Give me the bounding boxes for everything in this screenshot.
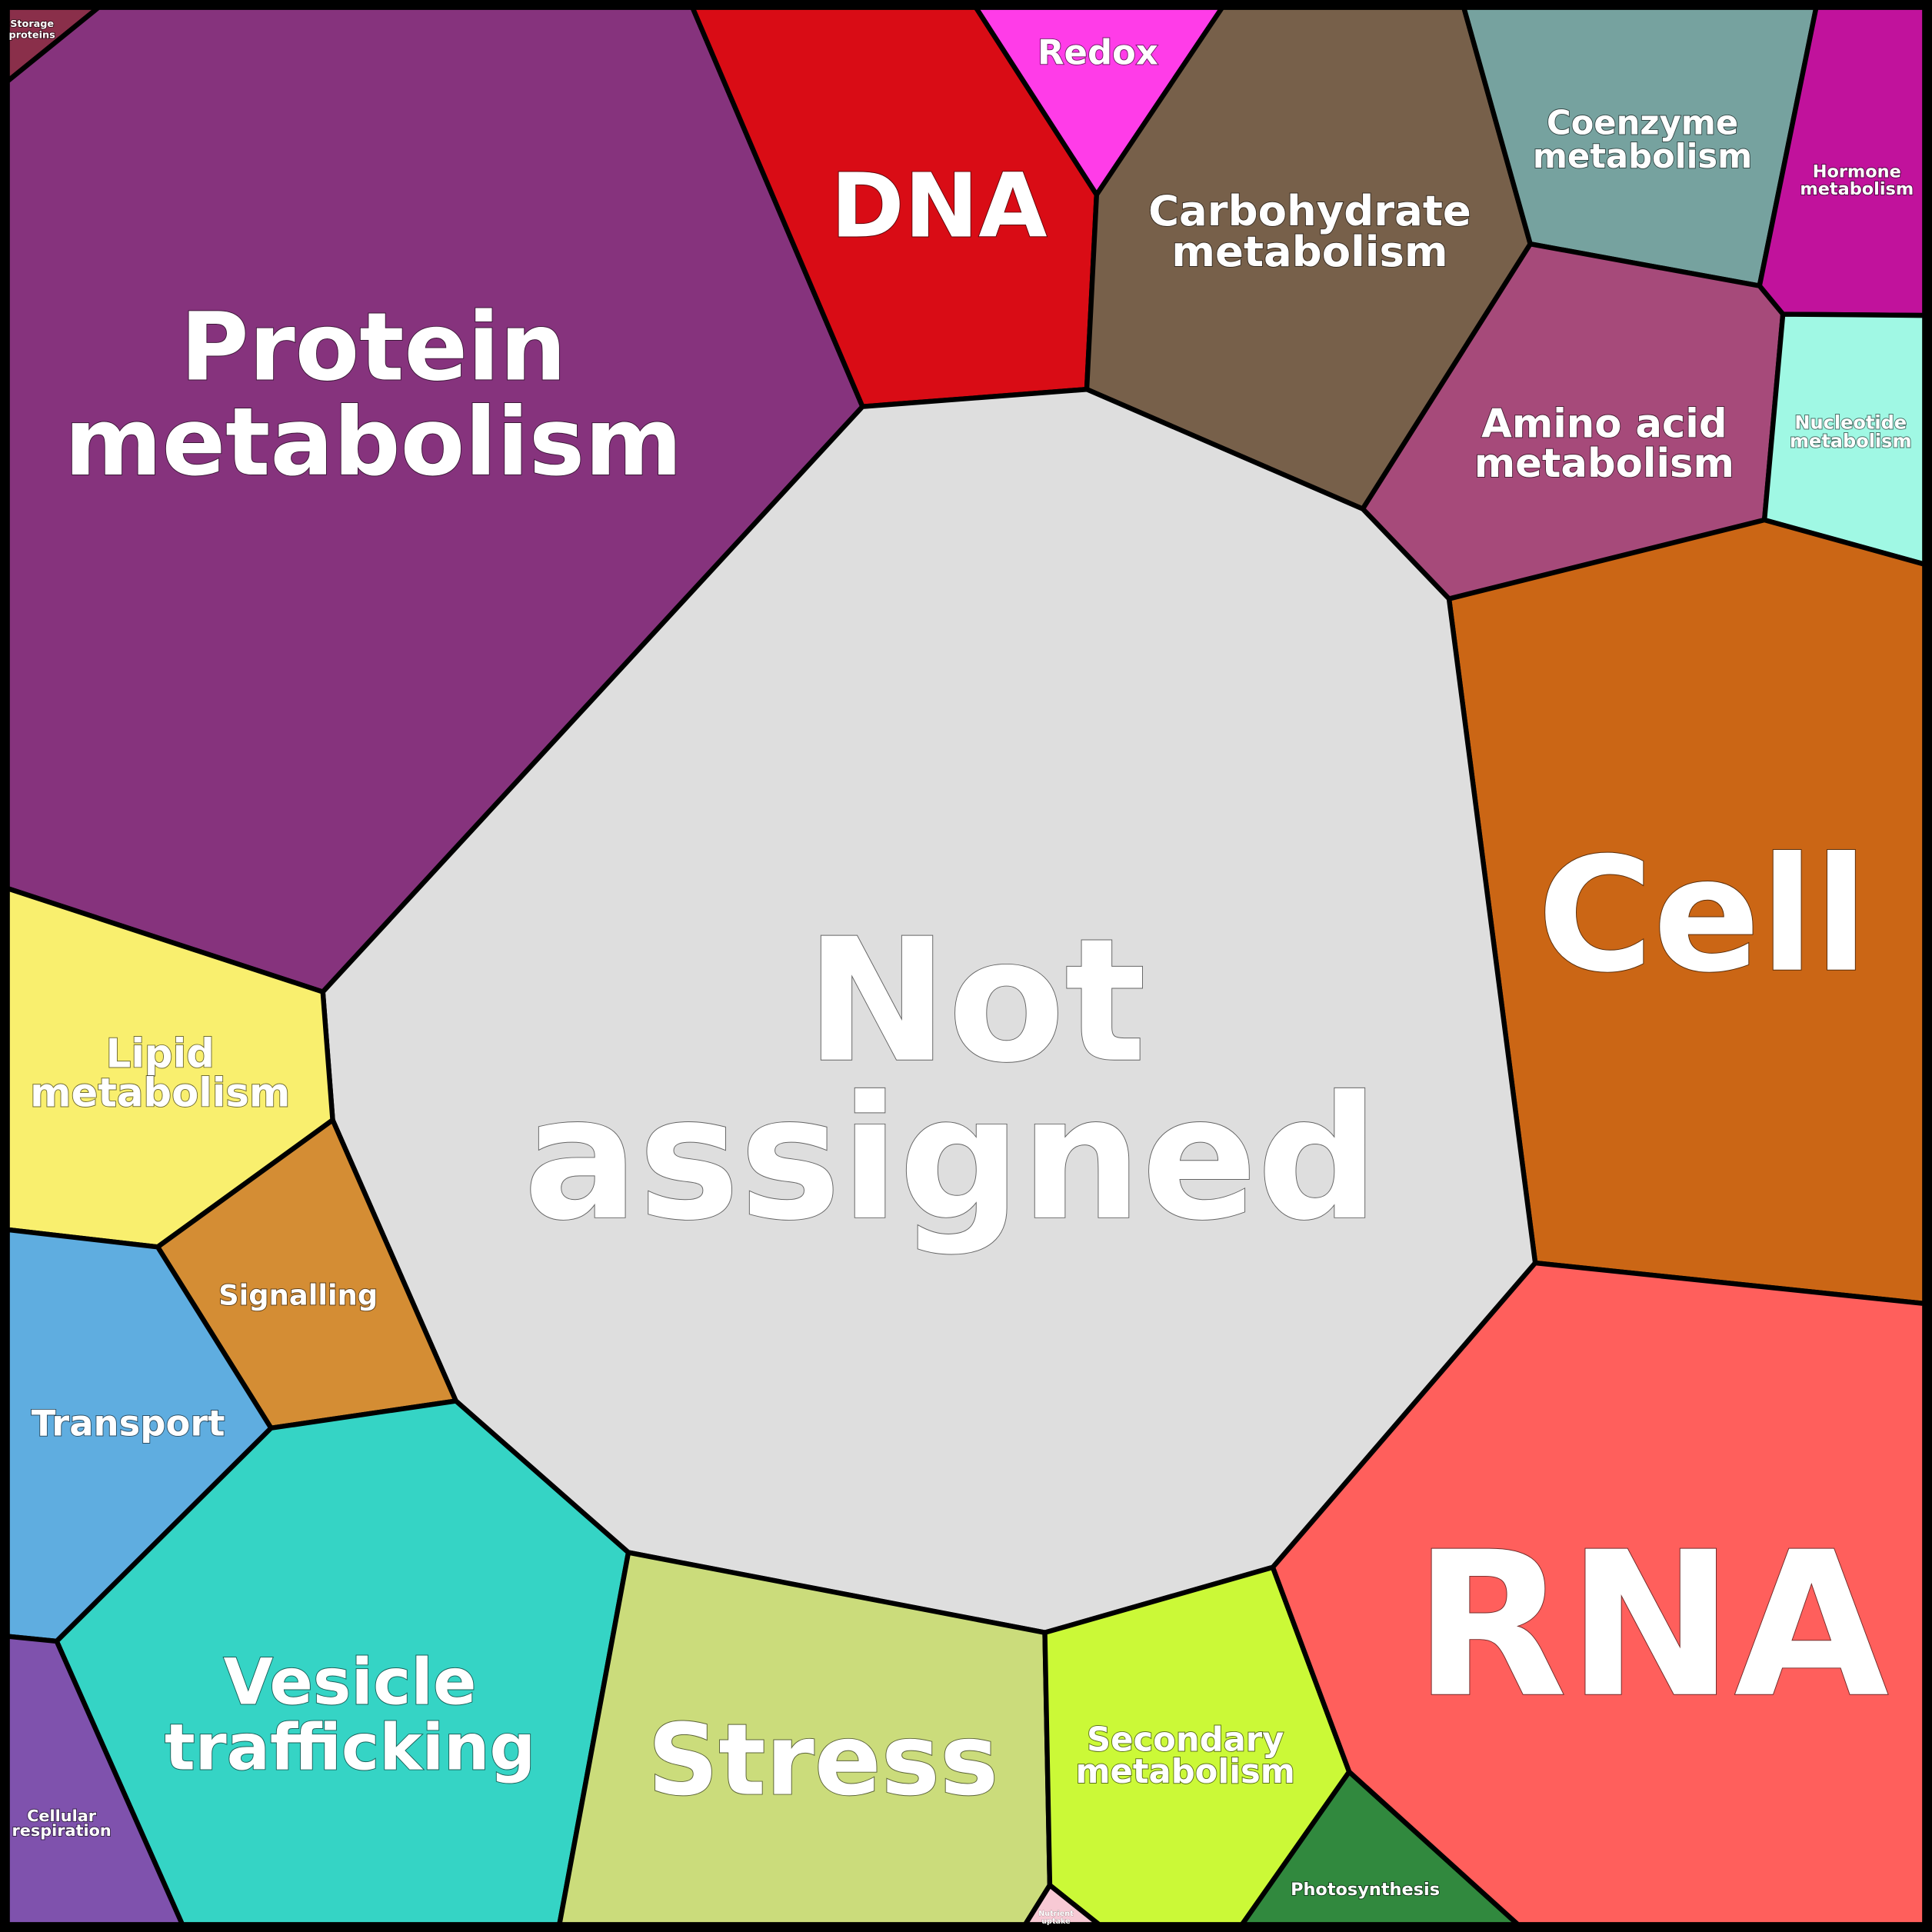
cell-label: Coenzyme metabolism <box>1533 105 1752 176</box>
cell-label: Redox <box>1038 32 1158 72</box>
labels: Storage proteins Protein metabolism DNA Re… <box>8 18 1915 1926</box>
cell-label: Nucleotide metabolism <box>1790 412 1911 452</box>
cell-label: Amino acid metabolism <box>1474 401 1734 487</box>
cell-label: Hormone metabolism <box>1800 162 1914 199</box>
cell-label: Vesicle trafficking <box>165 1645 535 1785</box>
cell-label: Stress <box>648 1704 998 1818</box>
cells <box>5 5 1927 1927</box>
cell-label: Storage proteins <box>9 18 56 41</box>
cell-label: Lipid metabolism <box>30 1031 290 1116</box>
cell-label: Cell <box>1537 824 1868 1008</box>
cell-label: Transport <box>32 1402 225 1444</box>
cell-label: RNA <box>1414 1510 1890 1742</box>
cell-label: Photosynthesis <box>1291 1880 1440 1900</box>
cell-label: Signalling <box>218 1279 378 1312</box>
cell-label: Not assigned <box>524 903 1379 1258</box>
cell-label: DNA <box>831 155 1048 258</box>
cell-label: Secondary metabolism <box>1075 1721 1294 1792</box>
cell <box>5 1634 185 1927</box>
cell <box>1270 1260 1927 1927</box>
cell-label: Cellular respiration <box>12 1807 111 1840</box>
cell-label: Nutrient uptake <box>1038 1910 1074 1926</box>
cell-label: Protein metabolism <box>65 292 682 496</box>
cell-label: Carbohydrate metabolism <box>1148 186 1471 276</box>
cell <box>1022 1882 1102 1927</box>
